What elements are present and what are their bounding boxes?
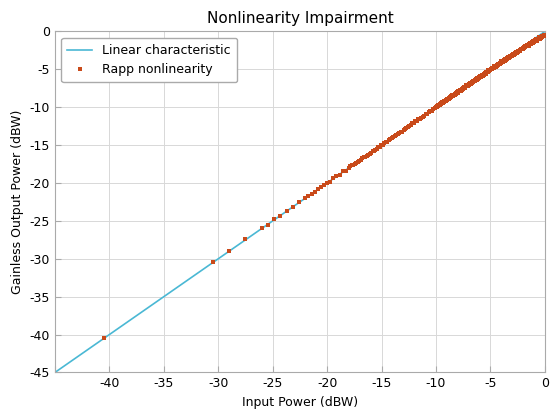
Line: Linear characteristic: Linear characteristic	[55, 32, 545, 373]
Rapp nonlinearity	[532, 38, 539, 43]
Line: Rapp nonlinearity: Rapp nonlinearity	[102, 33, 547, 339]
Linear characteristic	[101, 335, 108, 340]
Linear characteristic	[542, 29, 548, 34]
Rapp nonlinearity	[542, 32, 548, 37]
Linear characteristic	[433, 104, 440, 109]
Linear characteristic	[250, 232, 256, 237]
Linear characteristic	[52, 370, 58, 375]
Title: Nonlinearity Impairment: Nonlinearity Impairment	[207, 11, 393, 26]
Rapp nonlinearity	[493, 63, 500, 68]
Rapp nonlinearity	[527, 41, 534, 46]
Linear characteristic	[267, 220, 274, 225]
X-axis label: Input Power (dBW): Input Power (dBW)	[242, 396, 358, 409]
Legend: Linear characteristic, Rapp nonlinearity: Linear characteristic, Rapp nonlinearity	[61, 38, 237, 82]
Rapp nonlinearity	[524, 43, 530, 48]
Rapp nonlinearity	[535, 36, 542, 41]
Linear characteristic	[442, 98, 449, 103]
Linear characteristic	[388, 136, 395, 141]
Y-axis label: Gainless Output Power (dBW): Gainless Output Power (dBW)	[11, 110, 24, 294]
Rapp nonlinearity	[101, 335, 108, 340]
Rapp nonlinearity	[461, 85, 468, 90]
